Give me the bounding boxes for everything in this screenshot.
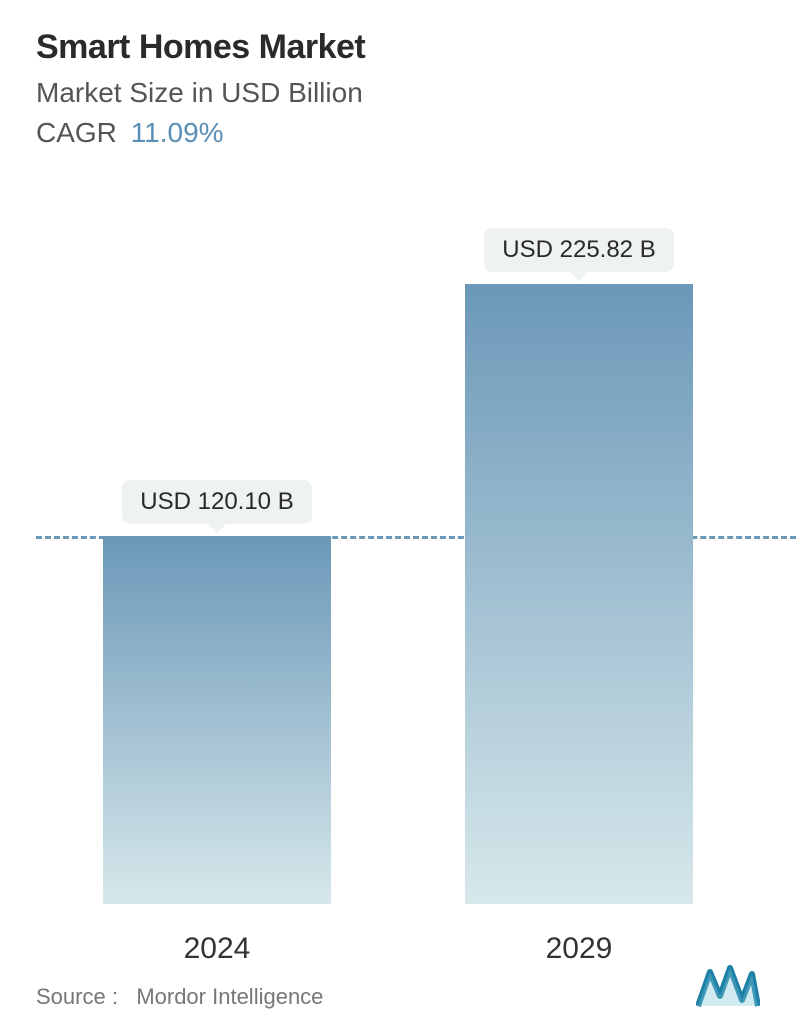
bar-group-1: USD 225.82 B [439, 228, 719, 904]
source-name: Mordor Intelligence [136, 984, 323, 1009]
value-badge-1: USD 225.82 B [484, 228, 673, 272]
cagr-label: CAGR [36, 117, 117, 148]
bar-0 [103, 536, 331, 904]
bar-group-0: USD 120.10 B [77, 480, 357, 904]
x-label-0: 2024 [77, 932, 357, 966]
source-text: Source : Mordor Intelligence [36, 984, 323, 1010]
x-axis-labels: 2024 2029 [36, 932, 760, 966]
header: Smart Homes Market Market Size in USD Bi… [0, 0, 796, 149]
bar-1 [465, 284, 693, 904]
bars-container: USD 120.10 B USD 225.82 B [36, 204, 760, 904]
bar-chart: USD 120.10 B USD 225.82 B [36, 204, 760, 904]
x-label-1: 2029 [439, 932, 719, 966]
chart-subtitle: Market Size in USD Billion [36, 77, 760, 109]
mordor-logo-icon [696, 962, 760, 1010]
cagr-value: 11.09% [131, 117, 224, 148]
chart-title: Smart Homes Market [36, 28, 760, 67]
cagr-row: CAGR 11.09% [36, 117, 760, 149]
source-label: Source : [36, 984, 118, 1009]
footer: Source : Mordor Intelligence [36, 962, 760, 1010]
value-badge-0: USD 120.10 B [122, 480, 311, 524]
